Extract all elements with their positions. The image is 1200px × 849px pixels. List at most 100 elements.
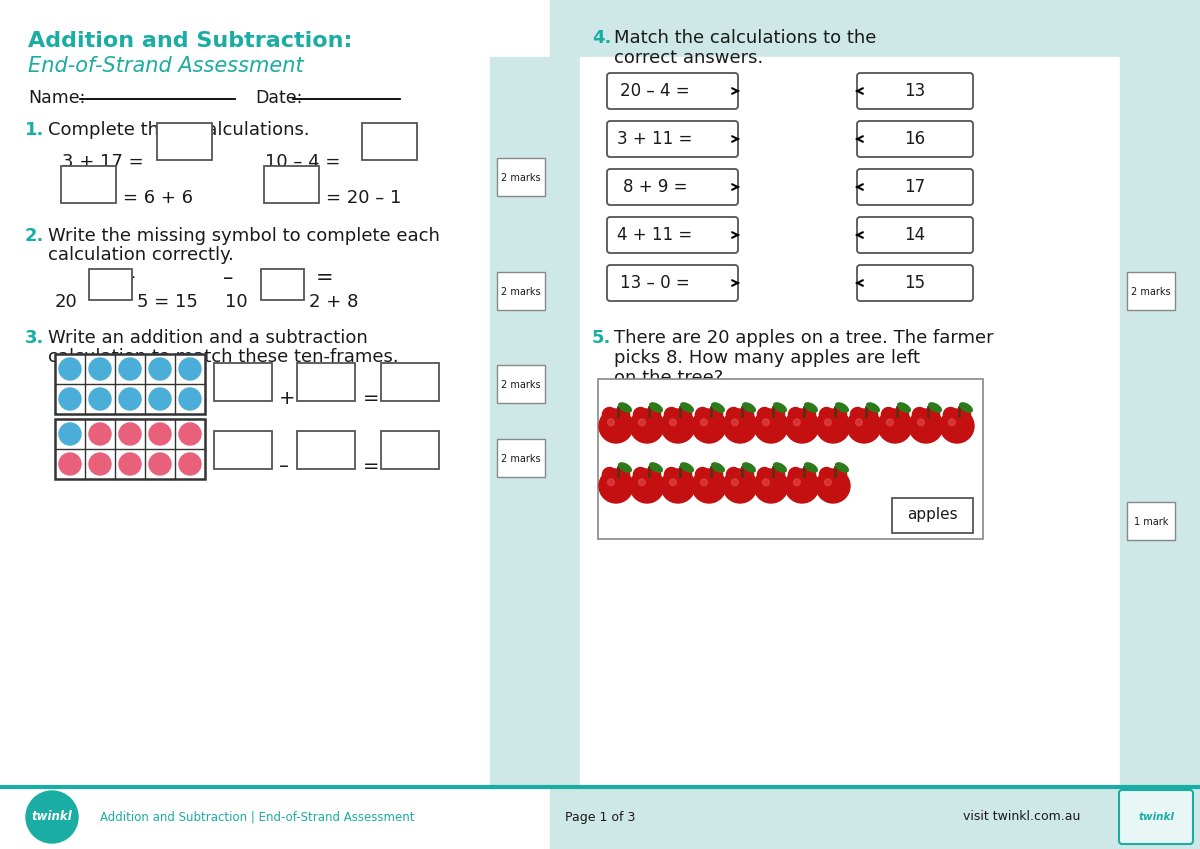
Circle shape — [722, 469, 757, 503]
Text: 5 = 15: 5 = 15 — [137, 293, 198, 311]
Circle shape — [179, 358, 202, 380]
FancyBboxPatch shape — [857, 265, 973, 301]
FancyBboxPatch shape — [296, 430, 354, 469]
Circle shape — [616, 468, 630, 481]
Circle shape — [739, 408, 754, 422]
Circle shape — [793, 419, 800, 425]
Ellipse shape — [743, 463, 755, 472]
Circle shape — [665, 408, 679, 422]
Circle shape — [847, 409, 881, 443]
Circle shape — [754, 409, 788, 443]
FancyBboxPatch shape — [497, 439, 545, 477]
Text: 5.: 5. — [592, 329, 611, 347]
Text: apples: apples — [907, 508, 958, 522]
FancyBboxPatch shape — [380, 363, 438, 401]
Text: =: = — [316, 268, 334, 288]
Text: = 20 – 1: = 20 – 1 — [326, 189, 401, 207]
FancyBboxPatch shape — [361, 122, 416, 160]
Text: =: = — [364, 457, 379, 476]
Text: =: = — [364, 389, 379, 408]
FancyBboxPatch shape — [607, 73, 738, 109]
Text: 15: 15 — [905, 274, 925, 292]
Circle shape — [820, 468, 834, 481]
FancyBboxPatch shape — [89, 268, 132, 300]
FancyBboxPatch shape — [296, 363, 354, 401]
Text: 2 marks: 2 marks — [502, 380, 541, 390]
Circle shape — [638, 419, 646, 425]
Circle shape — [677, 468, 691, 481]
Circle shape — [943, 408, 958, 422]
Circle shape — [670, 419, 677, 425]
Circle shape — [851, 408, 865, 422]
Ellipse shape — [898, 403, 911, 412]
Circle shape — [661, 409, 695, 443]
Circle shape — [802, 408, 816, 422]
Ellipse shape — [774, 403, 786, 412]
Circle shape — [119, 388, 142, 410]
Circle shape — [677, 408, 691, 422]
Ellipse shape — [680, 463, 694, 472]
Text: Write an addition and a subtraction: Write an addition and a subtraction — [48, 329, 367, 347]
Text: 8 + 9 =: 8 + 9 = — [623, 178, 688, 196]
Text: –: – — [223, 268, 233, 288]
Text: twinkl: twinkl — [31, 811, 72, 824]
Circle shape — [59, 453, 82, 475]
FancyBboxPatch shape — [607, 169, 738, 205]
Text: calculation correctly.: calculation correctly. — [48, 246, 234, 264]
Text: correct answers.: correct answers. — [614, 49, 763, 67]
Ellipse shape — [960, 403, 972, 412]
Text: 3.: 3. — [25, 329, 44, 347]
Circle shape — [692, 469, 726, 503]
Text: picks 8. How many apples are left: picks 8. How many apples are left — [614, 349, 920, 367]
Circle shape — [701, 419, 707, 425]
Text: calculation to match these ten-frames.: calculation to match these ten-frames. — [48, 348, 398, 366]
Circle shape — [630, 409, 664, 443]
Circle shape — [607, 419, 614, 425]
Circle shape — [816, 409, 850, 443]
Circle shape — [149, 423, 172, 445]
Circle shape — [739, 468, 754, 481]
Text: End-of-Strand Assessment: End-of-Strand Assessment — [28, 56, 304, 76]
Circle shape — [788, 408, 803, 422]
Circle shape — [856, 419, 863, 425]
FancyBboxPatch shape — [60, 166, 115, 203]
Circle shape — [665, 468, 679, 481]
Circle shape — [887, 419, 893, 425]
Circle shape — [630, 469, 664, 503]
Circle shape — [816, 469, 850, 503]
Circle shape — [647, 408, 661, 422]
FancyBboxPatch shape — [260, 268, 304, 300]
Circle shape — [696, 408, 709, 422]
Circle shape — [59, 358, 82, 380]
Text: 1 mark: 1 mark — [1134, 517, 1168, 527]
Circle shape — [726, 408, 740, 422]
Circle shape — [785, 469, 818, 503]
Text: Addition and Subtraction | End-of-Strand Assessment: Addition and Subtraction | End-of-Strand… — [100, 811, 414, 824]
Text: 3 + 17 =: 3 + 17 = — [62, 153, 144, 171]
Text: on the tree?: on the tree? — [614, 369, 724, 387]
Circle shape — [824, 479, 832, 486]
Circle shape — [912, 408, 926, 422]
FancyBboxPatch shape — [857, 121, 973, 157]
Circle shape — [607, 479, 614, 486]
Circle shape — [863, 408, 877, 422]
Circle shape — [602, 468, 617, 481]
Circle shape — [149, 453, 172, 475]
Text: Complete these calculations.: Complete these calculations. — [48, 121, 310, 139]
Text: Page 1 of 3: Page 1 of 3 — [565, 811, 635, 824]
FancyBboxPatch shape — [1127, 272, 1175, 310]
Circle shape — [770, 468, 785, 481]
FancyBboxPatch shape — [214, 363, 271, 401]
Text: 17: 17 — [905, 178, 925, 196]
Circle shape — [708, 468, 722, 481]
Ellipse shape — [774, 463, 786, 472]
Circle shape — [179, 423, 202, 445]
FancyBboxPatch shape — [156, 122, 211, 160]
Bar — [490, 57, 550, 787]
Text: 16: 16 — [905, 130, 925, 148]
Circle shape — [26, 791, 78, 843]
FancyBboxPatch shape — [892, 498, 972, 532]
Circle shape — [925, 408, 940, 422]
Circle shape — [762, 419, 769, 425]
Ellipse shape — [712, 463, 725, 472]
